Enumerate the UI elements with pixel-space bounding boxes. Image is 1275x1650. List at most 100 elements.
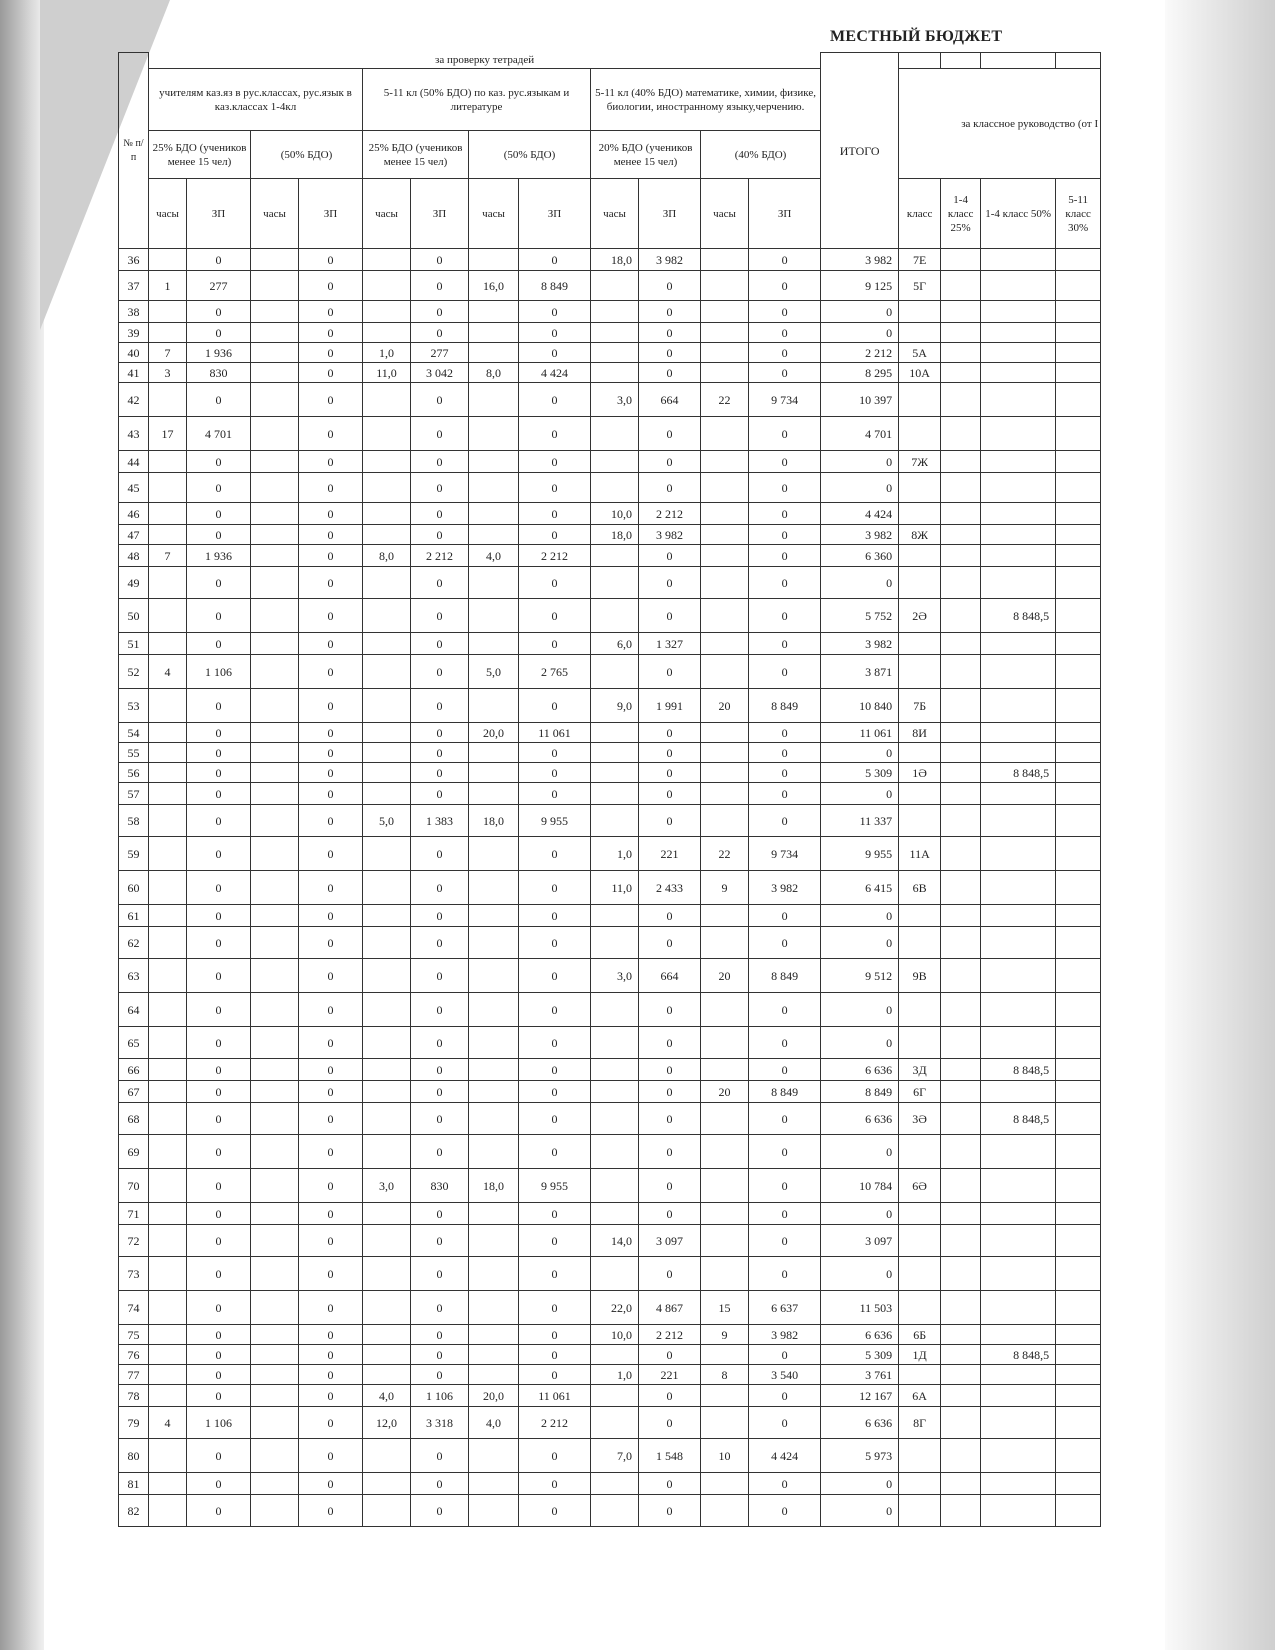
cell: 0 [186, 804, 251, 837]
cell: 15 [700, 1290, 749, 1325]
cell: 9,0 [590, 688, 639, 723]
row-number: 75 [118, 1324, 149, 1345]
cell: 0 [298, 782, 363, 805]
cell: 5Г [898, 270, 942, 301]
cell [590, 1026, 639, 1059]
table-row: 53 0 0 0 0 9,0 1 991 20 8 849 10 840 7Б [118, 688, 1102, 723]
cell [362, 524, 411, 545]
cell [250, 1026, 299, 1059]
table-row: учителям каз.яз в рус.классах, рус.язык … [119, 68, 1102, 179]
row-number: 65 [118, 1026, 149, 1059]
cell: 0 [298, 472, 363, 503]
row-number: 68 [118, 1102, 149, 1135]
cell [940, 1384, 982, 1407]
table-row: 65 0 0 0 0 0 0 0 [118, 1026, 1102, 1059]
cell: 0 [298, 904, 363, 927]
cell [362, 1058, 411, 1081]
cell [940, 342, 982, 363]
scan-edge [1165, 0, 1275, 1650]
cell [898, 1494, 942, 1527]
row-number: 59 [118, 836, 149, 871]
cell: 4,0 [468, 544, 519, 567]
cell: 0 [298, 362, 363, 383]
cell: 0 [638, 1102, 701, 1135]
cell [980, 342, 1057, 363]
cell: 1 106 [410, 1384, 469, 1407]
subgroup-header: (40% БДО) [699, 130, 822, 179]
cell: 1 936 [186, 342, 251, 363]
cell: 3 982 [747, 1324, 822, 1345]
cell: 0 [638, 1344, 701, 1365]
cell [1055, 1384, 1102, 1407]
cell [700, 762, 749, 783]
cell: 0 [298, 416, 363, 451]
cell [468, 450, 519, 473]
cell: 0 [186, 1256, 251, 1291]
cell: 1Д [898, 1344, 942, 1365]
cell [148, 450, 187, 473]
cell [250, 1134, 299, 1169]
row-number: 40 [118, 342, 149, 363]
table-row: 39 0 0 0 0 0 0 0 [118, 322, 1102, 343]
subgroup-header: 25% БДО (учеников менее 15 чел) [148, 130, 251, 179]
cell [940, 632, 982, 655]
cell [1055, 524, 1102, 545]
cell: 3 982 [747, 870, 822, 905]
cell [362, 598, 411, 633]
cell: 0 [410, 632, 469, 655]
cell [940, 870, 982, 905]
cell: 8 848,5 [980, 1058, 1057, 1081]
cell: 0 [298, 300, 363, 323]
cell [980, 362, 1057, 383]
row-number: 74 [118, 1290, 149, 1325]
cell [1055, 450, 1102, 473]
row-number: 70 [118, 1168, 149, 1203]
cell: 0 [298, 270, 363, 301]
cell: 0 [410, 450, 469, 473]
cell [1055, 688, 1102, 723]
cell [980, 958, 1057, 993]
cell: 0 [747, 654, 822, 689]
cell: 0 [747, 1384, 822, 1407]
cell [898, 300, 942, 323]
cell: 0 [410, 566, 469, 599]
cell [148, 1324, 187, 1345]
cell [700, 1058, 749, 1081]
cell: 0 [747, 502, 822, 525]
cell: 0 [298, 248, 363, 271]
cell: 0 [186, 782, 251, 805]
cell: 0 [638, 1472, 701, 1495]
cell [980, 382, 1057, 417]
cell [468, 416, 519, 451]
cell: 0 [186, 1438, 251, 1473]
row-number: 82 [118, 1494, 149, 1527]
cell: 0 [518, 502, 591, 525]
cell: 0 [298, 762, 363, 783]
cell [468, 382, 519, 417]
cell: 0 [298, 870, 363, 905]
cell: 0 [638, 342, 701, 363]
cell: 0 [186, 1080, 251, 1103]
cell [250, 1058, 299, 1081]
cell: 0 [820, 1026, 900, 1059]
table-row: 82 0 0 0 0 0 0 0 [118, 1494, 1102, 1527]
cell: 0 [186, 870, 251, 905]
table-row: 69 0 0 0 0 0 0 0 [118, 1134, 1102, 1169]
row-number: 77 [118, 1364, 149, 1385]
cell: 6В [898, 870, 942, 905]
cell [250, 382, 299, 417]
table-row: 58 0 0 5,0 1 383 18,0 9 955 0 0 11 337 [118, 804, 1102, 837]
cell: 830 [186, 362, 251, 383]
cell: 1 548 [638, 1438, 701, 1473]
cell: 0 [820, 1256, 900, 1291]
cell [250, 1168, 299, 1203]
cell: 0 [820, 566, 900, 599]
cell [700, 566, 749, 599]
cell [940, 1256, 982, 1291]
cell: 0 [410, 1290, 469, 1325]
cell [940, 382, 982, 417]
cell: 4 [148, 1406, 187, 1439]
cell [980, 1026, 1057, 1059]
cell: 1Ә [898, 762, 942, 783]
column-header: класс [898, 178, 942, 249]
